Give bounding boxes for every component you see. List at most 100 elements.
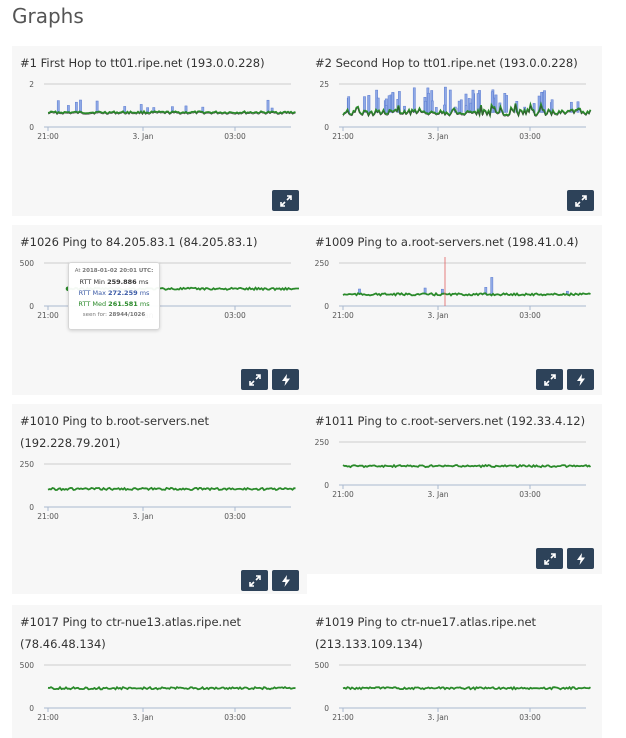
lightning-icon: [576, 552, 585, 565]
live-update-button[interactable]: [567, 548, 594, 569]
rtt-max-bar: [95, 100, 99, 113]
latency-chart[interactable]: 250 0 21:00 3. Jan 03:00: [307, 257, 602, 327]
x-tick-label: 21:00: [332, 490, 354, 499]
rtt-max-bar: [576, 101, 580, 113]
rtt-max-bar: [457, 100, 461, 113]
graph-title: #2 Second Hop to tt01.ripe.net (193.0.0.…: [315, 56, 578, 70]
tooltip-rtt-max: RTT Max 272.259 ms: [78, 289, 150, 297]
x-tick-label: 03:00: [224, 132, 246, 141]
rtt-median-line: [342, 685, 591, 691]
x-tick-label: 03:00: [224, 311, 246, 320]
live-update-button[interactable]: [272, 570, 299, 591]
page-title: Graphs: [12, 4, 84, 28]
y-tick-label: 2: [29, 80, 34, 89]
latency-chart[interactable]: 25 0 21:00 3. Jan 03:00: [307, 78, 602, 148]
rtt-max-bar: [570, 101, 573, 113]
x-tick-label: 21:00: [332, 132, 354, 141]
graph-card: #1019 Ping to ctr-nue17.atlas.ripe.net (…: [307, 605, 602, 738]
rtt-max-bar: [391, 92, 395, 113]
x-tick-label: 3. Jan: [132, 132, 153, 141]
y-tick-label: 0: [324, 481, 329, 490]
rtt-max-bar: [490, 277, 494, 295]
x-tick-label: 21:00: [37, 713, 59, 722]
y-tick-label: 250: [20, 460, 35, 469]
graph-card: #1011 Ping to c.root-servers.net (192.33…: [307, 404, 602, 574]
rtt-max-bar: [424, 100, 427, 113]
rtt-min-line: [342, 104, 591, 118]
rtt-max-bar: [505, 95, 508, 113]
expand-arrows-icon: [248, 373, 261, 386]
graph-title: #1009 Ping to a.root-servers.net (198.41…: [315, 235, 579, 249]
expand-arrows-icon: [279, 194, 292, 207]
y-tick-label: 500: [20, 661, 35, 670]
chart-svg: 250 021:00 3. Jan 03:00: [315, 257, 591, 320]
x-tick-label: 21:00: [332, 311, 354, 320]
x-tick-label: 21:00: [37, 311, 59, 320]
expand-arrows-icon: [574, 194, 587, 207]
x-tick-label: 3. Jan: [132, 512, 153, 521]
live-update-button[interactable]: [567, 369, 594, 390]
x-tick-label: 03:00: [519, 311, 541, 320]
y-tick-label: 500: [315, 661, 330, 670]
graph-card: #1 First Hop to tt01.ripe.net (193.0.0.2…: [12, 46, 307, 216]
chart-svg: 250 021:00 3. Jan 03:00: [20, 460, 296, 521]
lightning-icon: [576, 373, 585, 386]
rtt-median-line: [47, 685, 296, 691]
graph-card: #1009 Ping to a.root-servers.net (198.41…: [307, 225, 602, 395]
rtt-max-bar: [412, 87, 416, 113]
x-tick-label: 3. Jan: [427, 490, 448, 499]
expand-chart-button[interactable]: [241, 570, 268, 591]
rtt-median-line: [342, 291, 591, 297]
x-tick-label: 03:00: [519, 713, 541, 722]
y-tick-label: 0: [29, 704, 34, 713]
rtt-max-bar: [79, 99, 82, 113]
rtt-max-bar: [56, 100, 60, 113]
y-tick-label: 250: [315, 259, 330, 268]
y-tick-label: 500: [20, 259, 35, 268]
expand-arrows-icon: [543, 552, 556, 565]
expand-chart-button[interactable]: [567, 190, 594, 211]
x-tick-label: 03:00: [519, 490, 541, 499]
lightning-icon: [281, 373, 290, 386]
rtt-median-line: [342, 101, 592, 119]
expand-arrows-icon: [248, 574, 261, 587]
y-tick-label: 0: [29, 123, 34, 132]
latency-chart[interactable]: 2 0 21:00 3. Jan 03:00: [12, 78, 307, 148]
rtt-max-bar: [471, 89, 475, 113]
rtt-max-bar: [384, 105, 388, 113]
graph-title: #1 First Hop to tt01.ripe.net (193.0.0.2…: [20, 56, 265, 70]
live-update-button[interactable]: [272, 369, 299, 390]
chart-svg: 500 021:00 3. Jan 03:00: [20, 661, 296, 722]
rtt-max-bar: [434, 107, 438, 113]
rtt-max-bar: [427, 92, 430, 113]
graph-title: #1011 Ping to c.root-servers.net (192.33…: [315, 414, 586, 428]
y-tick-label: 0: [29, 302, 34, 311]
rtt-max-bar: [363, 96, 366, 113]
y-tick-label: 0: [324, 302, 329, 311]
expand-chart-button[interactable]: [241, 369, 268, 390]
graph-card: #2 Second Hop to tt01.ripe.net (193.0.0.…: [307, 46, 602, 216]
latency-chart[interactable]: 250 0 21:00 3. Jan 03:00: [307, 436, 602, 506]
x-tick-label: 21:00: [332, 713, 354, 722]
expand-chart-button[interactable]: [536, 548, 563, 569]
y-tick-label: 0: [29, 503, 34, 512]
y-tick-label: 250: [315, 438, 330, 447]
tooltip-seen: seen for: 28944/1026: [82, 312, 146, 318]
lightning-icon: [281, 574, 290, 587]
latency-chart[interactable]: 250 0 21:00 3. Jan 03:00: [12, 458, 307, 528]
y-tick-label: 0: [324, 123, 329, 132]
chart-tooltip: At 2018-01-02 20:01 UTC: RTT Min 259.886…: [68, 262, 160, 330]
tooltip-rtt-med: RTT Med 261.581 ms: [78, 300, 150, 308]
rtt-max-bar: [540, 92, 543, 113]
rtt-median-line: [342, 463, 592, 469]
chart-svg: 25 021:00 3. Jan 03:00: [319, 80, 592, 141]
rtt-median-line: [47, 109, 296, 116]
expand-arrows-icon: [543, 373, 556, 386]
graph-title: #1019 Ping to ctr-nue17.atlas.ripe.net (…: [315, 615, 537, 651]
expand-chart-button[interactable]: [272, 190, 299, 211]
x-tick-label: 03:00: [224, 713, 246, 722]
expand-chart-button[interactable]: [536, 369, 563, 390]
graph-title: #1017 Ping to ctr-nue13.atlas.ripe.net (…: [20, 615, 242, 651]
